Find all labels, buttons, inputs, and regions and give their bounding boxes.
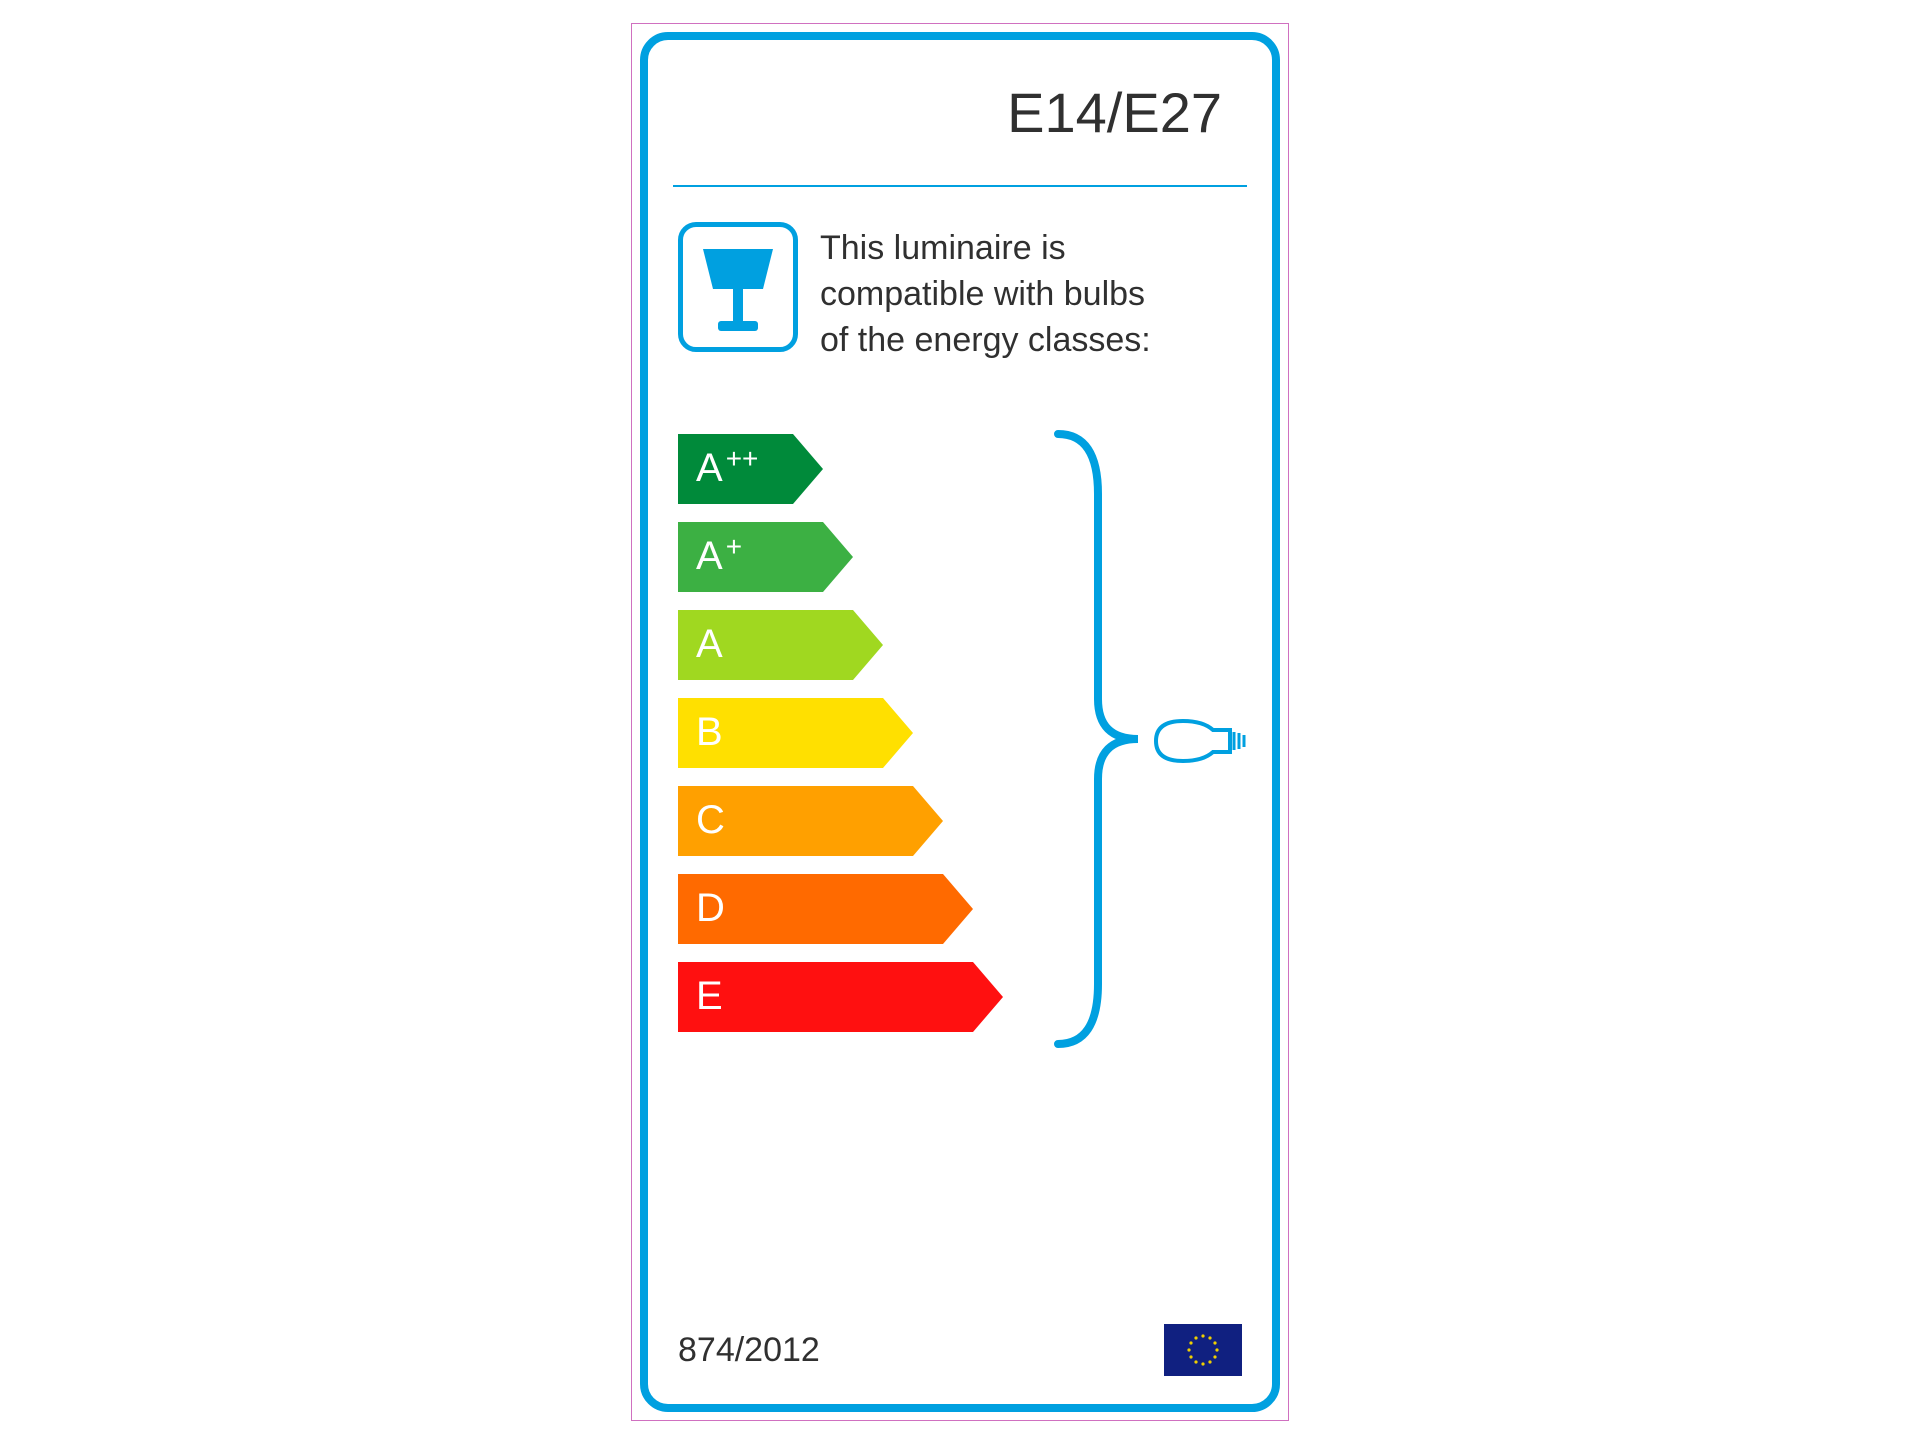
energy-bar-label: A — [696, 534, 723, 579]
energy-label-card: E14/E27 This luminaire is compatible wit… — [640, 32, 1280, 1412]
energy-bar: A++ — [678, 434, 793, 504]
energy-bar-arrow — [913, 786, 943, 856]
energy-bar-sup: + — [726, 531, 742, 563]
energy-bar-label: A — [696, 622, 723, 667]
compatibility-text: This luminaire is compatible with bulbs … — [820, 222, 1151, 364]
energy-bars: A++A+ABCDE — [678, 434, 1003, 1050]
energy-bar-label: A — [696, 446, 723, 491]
energy-bar-row: B — [678, 698, 1003, 768]
compat-line: of the energy classes: — [820, 318, 1151, 364]
energy-bar-label: C — [696, 798, 725, 843]
bulb-icon — [1148, 706, 1258, 776]
compat-line: compatible with bulbs — [820, 272, 1151, 318]
compat-line: This luminaire is — [820, 226, 1151, 272]
energy-bar-label: B — [696, 710, 723, 755]
energy-bar-arrow — [973, 962, 1003, 1032]
lamp-icon-box — [678, 222, 798, 352]
energy-bar: A — [678, 610, 853, 680]
energy-bar: C — [678, 786, 913, 856]
energy-bar: D — [678, 874, 943, 944]
energy-bar-arrow — [823, 522, 853, 592]
energy-bar-arrow — [943, 874, 973, 944]
energy-class-chart: A++A+ABCDE — [678, 434, 1242, 1134]
bracket-icon — [1038, 414, 1158, 1064]
energy-bar-arrow — [793, 434, 823, 504]
divider — [673, 185, 1247, 187]
energy-bar-row: A++ — [678, 434, 1003, 504]
energy-bar-row: A — [678, 610, 1003, 680]
socket-type-header: E14/E27 — [678, 70, 1242, 185]
energy-bar: B — [678, 698, 883, 768]
eu-flag-icon — [1164, 1324, 1242, 1376]
energy-bar-arrow — [883, 698, 913, 768]
energy-bar-arrow — [853, 610, 883, 680]
energy-bar-row: C — [678, 786, 1003, 856]
footer: 874/2012 — [678, 1324, 1242, 1376]
energy-bar-label: E — [696, 974, 723, 1019]
energy-bar-row: D — [678, 874, 1003, 944]
energy-bar: E — [678, 962, 973, 1032]
compatibility-row: This luminaire is compatible with bulbs … — [678, 222, 1242, 364]
outer-frame: E14/E27 This luminaire is compatible wit… — [631, 23, 1289, 1421]
energy-bar-row: A+ — [678, 522, 1003, 592]
energy-bar-sup: ++ — [726, 443, 759, 475]
energy-bar: A+ — [678, 522, 823, 592]
lamp-icon — [693, 237, 783, 337]
energy-bar-label: D — [696, 886, 725, 931]
regulation-number: 874/2012 — [678, 1331, 820, 1370]
energy-bar-row: E — [678, 962, 1003, 1032]
